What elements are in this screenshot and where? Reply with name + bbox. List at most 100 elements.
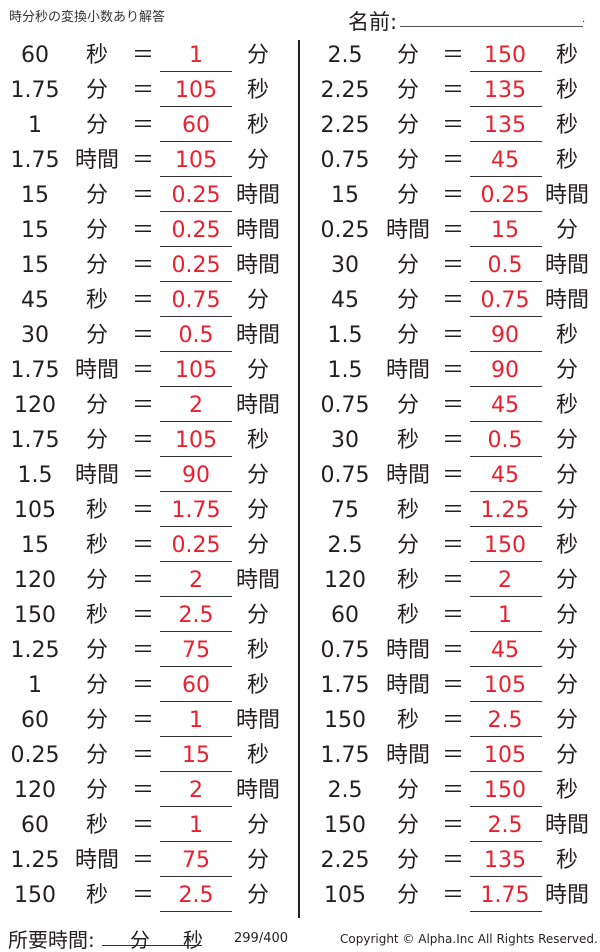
given-value: 1.25 — [10, 638, 60, 663]
given-unit: 秒 — [85, 533, 108, 558]
answer-unit: 時間 — [544, 288, 589, 313]
answer-value: 2.5 — [487, 813, 523, 838]
answer-unit: 分 — [246, 813, 269, 838]
answer-unit: 秒 — [246, 113, 269, 138]
given-value: 0.25 — [10, 743, 60, 768]
answer-underline — [160, 876, 232, 877]
answer-underline — [470, 316, 542, 317]
equals-sign: ＝ — [441, 78, 464, 103]
given-value: 105 — [14, 498, 56, 523]
name-field-line[interactable] — [400, 26, 583, 27]
equals-sign: ＝ — [131, 78, 154, 103]
answer-underline — [470, 736, 542, 737]
given-value: 1.75 — [10, 148, 60, 173]
answer-value: 75 — [182, 848, 210, 873]
answer-value: 1 — [189, 43, 203, 68]
left-problem-row: 1 分 ＝ 60 秒 — [0, 108, 600, 143]
given-unit: 分 — [396, 253, 419, 278]
equals-sign: ＝ — [131, 533, 154, 558]
given-value: 15 — [331, 183, 359, 208]
given-value: 60 — [21, 708, 49, 733]
right-problem-row: 150 秒 ＝ 2.5 分 — [0, 703, 600, 738]
answer-underline — [470, 806, 542, 807]
equals-sign: ＝ — [441, 183, 464, 208]
given-unit: 分 — [396, 778, 419, 803]
given-unit: 秒 — [396, 568, 419, 593]
equals-sign: ＝ — [131, 253, 154, 278]
right-problem-row: 75 秒 ＝ 1.25 分 — [0, 493, 600, 528]
given-unit: 時間 — [385, 463, 430, 488]
given-unit: 分 — [85, 113, 108, 138]
answer-underline — [160, 456, 232, 457]
answer-underline — [160, 841, 232, 842]
equals-sign: ＝ — [131, 883, 154, 908]
answer-unit: 分 — [246, 288, 269, 313]
answer-value: 105 — [175, 78, 217, 103]
equals-sign: ＝ — [131, 603, 154, 628]
given-value: 2.5 — [327, 533, 363, 558]
answer-value: 105 — [484, 673, 526, 698]
answer-unit: 秒 — [555, 43, 578, 68]
given-unit: 時間 — [74, 148, 119, 173]
equals-sign: ＝ — [131, 463, 154, 488]
answer-value: 0.25 — [171, 253, 221, 278]
equals-sign: ＝ — [441, 43, 464, 68]
right-problem-row: 2.5 分 ＝ 150 秒 — [0, 528, 600, 563]
given-unit: 分 — [396, 883, 419, 908]
left-problem-row: 1.5 時間 ＝ 90 分 — [0, 458, 600, 493]
given-unit: 分 — [85, 393, 108, 418]
answer-unit: 時間 — [544, 183, 589, 208]
given-value: 120 — [14, 393, 56, 418]
equals-sign: ＝ — [131, 778, 154, 803]
answer-unit: 分 — [555, 218, 578, 243]
given-unit: 分 — [396, 183, 419, 208]
answer-value: 45 — [491, 638, 519, 663]
answer-unit: 時間 — [235, 253, 280, 278]
answer-value: 2.5 — [178, 603, 214, 628]
given-unit: 秒 — [85, 288, 108, 313]
given-unit: 秒 — [85, 813, 108, 838]
given-unit: 時間 — [385, 358, 430, 383]
equals-sign: ＝ — [441, 393, 464, 418]
answer-underline — [470, 106, 542, 107]
given-unit: 秒 — [85, 883, 108, 908]
answer-unit: 分 — [555, 743, 578, 768]
answer-unit: 分 — [246, 463, 269, 488]
answer-underline — [470, 176, 542, 177]
page-number: 299/400 — [234, 931, 289, 946]
equals-sign: ＝ — [441, 463, 464, 488]
given-value: 0.75 — [320, 638, 370, 663]
answer-value: 2 — [189, 568, 203, 593]
answer-unit: 時間 — [235, 568, 280, 593]
given-value: 15 — [21, 218, 49, 243]
right-problem-row: 150 分 ＝ 2.5 時間 — [0, 808, 600, 843]
answer-underline — [470, 456, 542, 457]
left-problem-row: 120 分 ＝ 2 時間 — [0, 388, 600, 423]
answer-value: 105 — [484, 743, 526, 768]
left-problem-row: 60 秒 ＝ 1 分 — [0, 38, 600, 73]
right-problem-row: 105 分 ＝ 1.75 時間 — [0, 878, 600, 913]
answer-underline — [470, 841, 542, 842]
equals-sign: ＝ — [441, 533, 464, 558]
given-unit: 分 — [396, 78, 419, 103]
answer-underline — [160, 666, 232, 667]
answer-unit: 秒 — [555, 848, 578, 873]
answer-unit: 秒 — [246, 78, 269, 103]
given-value: 2.5 — [327, 43, 363, 68]
given-value: 120 — [324, 568, 366, 593]
time-required-line[interactable] — [102, 945, 202, 946]
answer-underline — [470, 561, 542, 562]
copyright: Copyright © Alpha.Inc All Rights Reserve… — [340, 932, 598, 946]
equals-sign: ＝ — [441, 673, 464, 698]
answer-value: 2.5 — [487, 708, 523, 733]
minutes-unit: 分 — [130, 928, 150, 952]
given-unit: 分 — [85, 428, 108, 453]
left-problem-row: 105 秒 ＝ 1.75 分 — [0, 493, 600, 528]
equals-sign: ＝ — [441, 148, 464, 173]
left-problem-row: 15 秒 ＝ 0.25 分 — [0, 528, 600, 563]
answer-unit: 時間 — [544, 813, 589, 838]
left-problem-row: 120 分 ＝ 2 時間 — [0, 773, 600, 808]
answer-value: 15 — [491, 218, 519, 243]
answer-value: 90 — [491, 323, 519, 348]
answer-underline — [160, 491, 232, 492]
